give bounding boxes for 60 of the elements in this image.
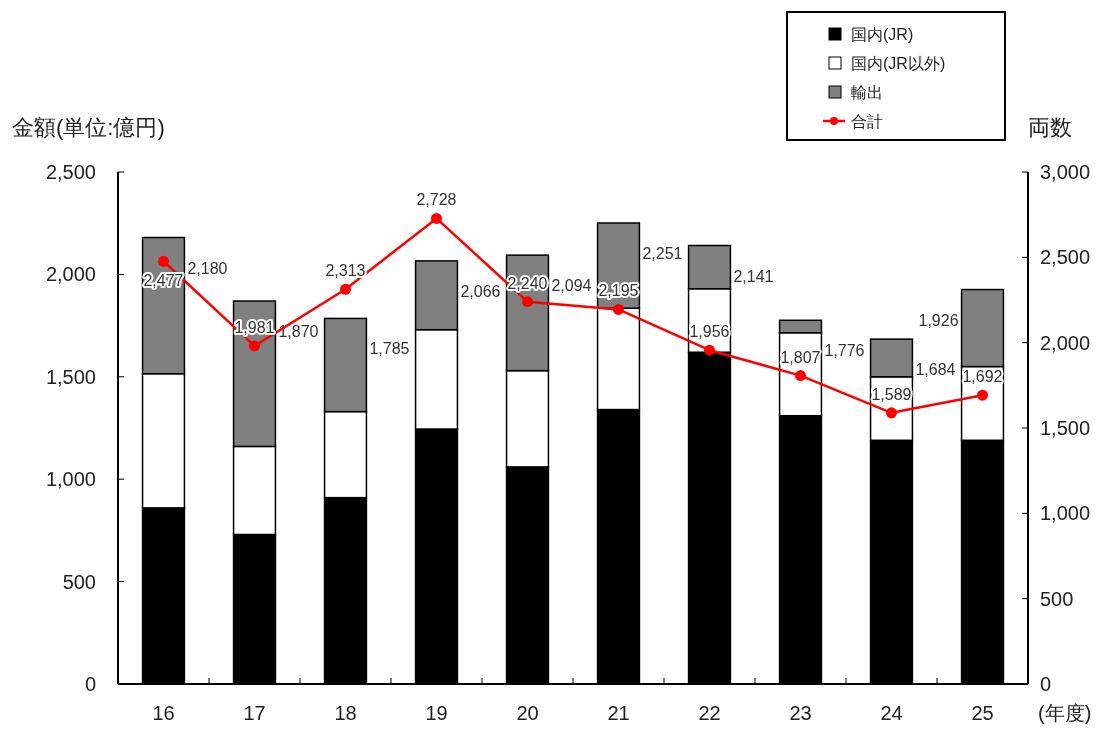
data-label: 1,807 <box>780 348 821 366</box>
total-label: 2,094 <box>551 277 592 295</box>
legend-label: 合計 <box>851 113 883 130</box>
y-tick-label: 2,500 <box>45 161 96 183</box>
y-tick-label: 0 <box>84 673 96 695</box>
x-tick-label: 17 <box>243 702 266 724</box>
x-tick-label: 21 <box>607 702 630 724</box>
x-tick-label: 19 <box>425 702 448 724</box>
data-label: 1,956 <box>689 323 730 341</box>
data-label: 2,477 <box>143 272 184 290</box>
point <box>522 296 533 308</box>
legend-label: 国内(JR) <box>851 26 914 43</box>
y-tick-label: 1,000 <box>45 468 96 491</box>
total-label: 1,926 <box>918 311 959 329</box>
x-tick-label: 23 <box>789 702 812 724</box>
point <box>704 344 715 356</box>
x-tick-label: 16 <box>152 702 175 724</box>
y2-tick-label: 3,000 <box>1040 161 1091 183</box>
point <box>340 283 351 295</box>
data-label: 1,589 <box>871 385 912 403</box>
point <box>613 303 624 315</box>
y2-tick-label: 2,500 <box>1040 246 1091 269</box>
y2-tick-label: 1,000 <box>1040 502 1091 525</box>
y-tick-label: 1,500 <box>45 365 96 388</box>
y2-tick-label: 0 <box>1040 673 1052 695</box>
data-label: 1,692 <box>962 368 1003 386</box>
x-tick-label: 22 <box>698 702 721 724</box>
data-label: 2,728 <box>416 191 457 209</box>
total-label: 2,066 <box>460 282 501 300</box>
x-tick-label: 24 <box>880 702 903 724</box>
x-tick-label: 25 <box>971 702 994 724</box>
point <box>795 370 806 382</box>
y2-tick-label: 500 <box>1040 587 1074 610</box>
total-label: 2,180 <box>187 259 228 277</box>
total-label: 2,251 <box>642 245 683 262</box>
x-tick-label: 20 <box>516 702 539 724</box>
y-tick-label: 2,000 <box>45 263 96 286</box>
data-label: 1,981 <box>234 318 275 336</box>
data-label: 2,313 <box>325 262 366 280</box>
total-label: 1,684 <box>915 361 956 379</box>
total-label: 1,870 <box>278 323 319 341</box>
x-tick-label: 18 <box>334 702 357 724</box>
y2-tick-label: 2,000 <box>1040 331 1091 354</box>
legend-label: 国内(JR以外) <box>851 55 946 72</box>
x-axis-title: (年度) <box>1038 702 1092 724</box>
y-tick-label: 500 <box>62 570 96 593</box>
data-label: 2,195 <box>598 282 639 300</box>
data-label: 2,240 <box>507 274 548 292</box>
point <box>158 255 169 267</box>
y-axis-title: 金額(単位:億円) <box>12 115 165 140</box>
point <box>249 340 260 352</box>
point <box>886 407 897 419</box>
point <box>977 389 988 401</box>
y2-tick-label: 1,500 <box>1040 417 1091 439</box>
point <box>431 212 442 224</box>
legend-label: 輸出 <box>851 84 883 101</box>
total-label: 2,141 <box>733 267 774 285</box>
total-label: 1,776 <box>824 342 865 360</box>
total-label: 1,785 <box>369 340 410 358</box>
y2-axis-title: 両数 <box>1028 115 1072 140</box>
